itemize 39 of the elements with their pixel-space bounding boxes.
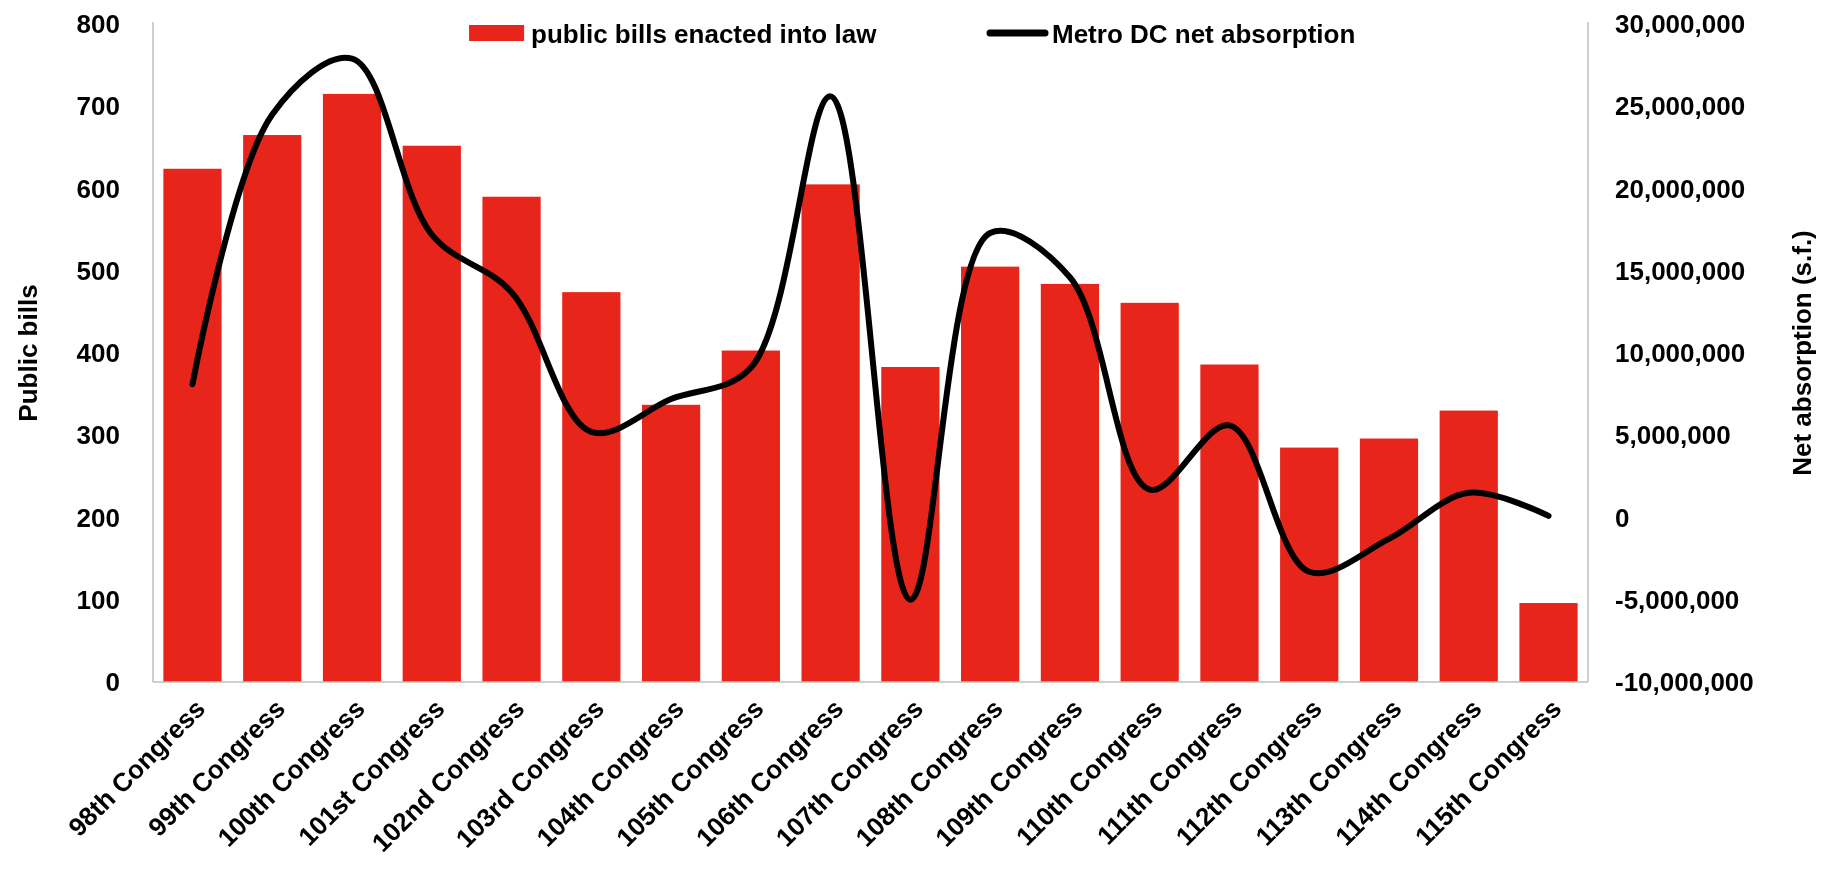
y2-axis-title: Net absorption (s.f.) [1787, 230, 1817, 476]
y-tick-label: 300 [76, 420, 120, 451]
y-tick-label: 0 [105, 667, 120, 697]
y2-tick-label: 25,000,000 [1615, 91, 1746, 122]
y-tick-label: 600 [76, 173, 120, 204]
y2-tick-label: 20,000,000 [1615, 173, 1746, 204]
bar [562, 292, 621, 682]
y2-tick-label: 5,000,000 [1615, 420, 1731, 451]
bar [482, 196, 541, 682]
y-tick-label: 200 [76, 502, 120, 533]
y-tick-label: 100 [76, 584, 120, 615]
bar [641, 404, 701, 682]
bar [1359, 438, 1419, 682]
y-tick-label: 800 [76, 9, 120, 39]
y2-tick-label: -10,000,000 [1615, 667, 1754, 697]
bar [322, 93, 382, 682]
bar [1120, 302, 1179, 682]
y2-tick-label: 0 [1615, 502, 1630, 533]
y2-tick-label: 10,000,000 [1615, 338, 1746, 368]
bar [163, 168, 222, 682]
bar [961, 266, 1020, 682]
y-tick-label: 400 [76, 338, 120, 368]
y-axis-title: Public bills [13, 284, 43, 422]
bar [721, 350, 780, 682]
y2-tick-label: 30,000,000 [1615, 9, 1746, 39]
y2-tick-label: 15,000,000 [1615, 255, 1746, 286]
bar [1040, 283, 1100, 682]
legend-label: Metro DC net absorption [1052, 19, 1356, 49]
bar [1439, 410, 1498, 682]
bar [1519, 603, 1578, 682]
bar [243, 135, 302, 682]
bar [402, 145, 461, 682]
y2-tick-label: -5,000,000 [1615, 584, 1740, 615]
y-tick-label: 700 [76, 91, 120, 122]
bar [1200, 364, 1259, 682]
bar [801, 184, 860, 682]
legend-label: public bills enacted into law [531, 19, 878, 49]
bar [1280, 447, 1339, 682]
y-tick-label: 500 [76, 255, 120, 286]
